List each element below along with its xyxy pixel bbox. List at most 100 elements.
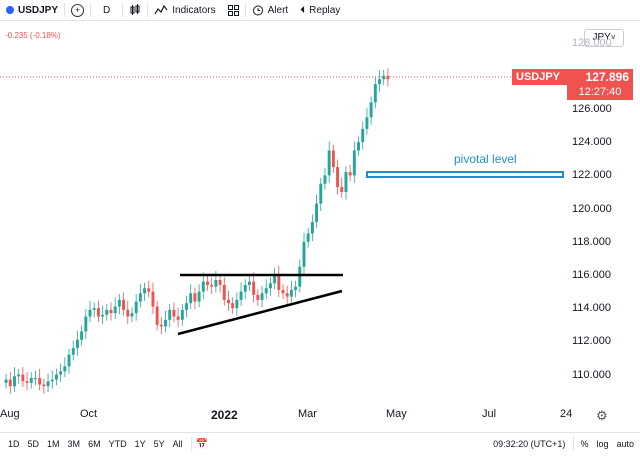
candle-body [29, 377, 33, 383]
candle-body [96, 308, 100, 317]
candle-body [80, 331, 84, 340]
auto-toggle[interactable]: auto [616, 439, 634, 449]
layout-button[interactable] [222, 0, 245, 20]
candle-body [210, 284, 214, 287]
range-selector: 1D 5D 1M 3M 6M YTD 1Y 5Y All [0, 439, 187, 449]
candle-body [206, 281, 209, 285]
candle-body [189, 293, 193, 304]
candle-body [155, 306, 159, 325]
candle-body [218, 279, 222, 285]
toolbar-divider [573, 437, 575, 451]
candle-body [344, 172, 348, 192]
candles-group [4, 68, 390, 394]
candle-body [302, 241, 306, 267]
candle-body [138, 293, 142, 302]
candle-body [130, 313, 134, 317]
rewind-icon: ⏴ [300, 4, 306, 16]
range-button-1d[interactable]: 1D [8, 439, 20, 449]
candle-body [365, 117, 369, 129]
indicators-button[interactable]: Indicators [148, 0, 221, 20]
candle-body [164, 319, 168, 327]
x-tick: Jul [482, 408, 497, 420]
alarm-clock-icon [252, 5, 263, 16]
alert-button[interactable]: Alert [246, 0, 295, 20]
log-toggle[interactable]: log [596, 439, 609, 449]
range-button-all[interactable]: All [172, 439, 183, 449]
candle-body [235, 299, 239, 309]
candle-body [67, 354, 71, 367]
price-tag-value: 127.896 [585, 70, 629, 84]
y-tick: 116.000 [572, 269, 611, 281]
candle-body [84, 316, 88, 332]
date-range-icon[interactable]: 📅 [195, 438, 209, 450]
candles-icon [130, 4, 140, 15]
candle-body [38, 377, 42, 385]
currency-label: JPY [592, 32, 611, 43]
candle-body [285, 293, 289, 297]
range-button-3m[interactable]: 3M [67, 439, 81, 449]
replay-button[interactable]: ⏴ Replay [294, 0, 346, 20]
candle-body [92, 308, 96, 310]
y-tick: 126.000 [572, 103, 612, 115]
candle-body [226, 299, 230, 304]
candle-body [13, 376, 16, 387]
candle-body [378, 79, 381, 85]
y-tick: 124.000 [572, 136, 612, 148]
x-tick: 2022 [211, 408, 238, 422]
candle-body [222, 284, 226, 300]
candle-body [277, 275, 281, 290]
symbol-selector[interactable]: USDJPY [0, 0, 64, 20]
interval-label: D [103, 4, 111, 16]
pivot-rectangle[interactable] [366, 171, 564, 178]
candle-body [113, 306, 117, 314]
candle-body [88, 309, 92, 317]
y-tick: 120.000 [572, 203, 612, 215]
candle-body [4, 379, 8, 383]
candle-body [46, 381, 50, 387]
currency-button[interactable]: JPY˅ [584, 29, 624, 47]
y-tick: 114.000 [572, 302, 611, 314]
candle-body [75, 339, 79, 349]
range-button-6m[interactable]: 6M [88, 439, 101, 449]
candle-body [33, 377, 37, 379]
clock-time[interactable]: 09:32:20 (UTC+1) [493, 439, 566, 449]
compare-button[interactable]: + [65, 0, 90, 20]
candle-body [159, 324, 163, 327]
candle-body [264, 288, 268, 294]
candle-body [273, 275, 277, 284]
candle-body [25, 381, 29, 383]
range-button-5y[interactable]: 5Y [153, 439, 165, 449]
price-tag-symbol: USDJPY [516, 71, 561, 83]
candle-body [323, 175, 327, 184]
bottom-toolbar: 1D 5D 1M 3M 6M YTD 1Y 5Y All 📅 09:32:20 (UTC+1) … [0, 432, 640, 455]
support-trendline[interactable] [177, 289, 343, 336]
range-button-1m[interactable]: 1M [47, 439, 60, 449]
candle-body [386, 75, 390, 80]
grid-layout-icon [227, 4, 239, 16]
interval-button[interactable]: D [91, 0, 122, 20]
pivot-annotation: pivotal level [454, 152, 517, 166]
gear-icon[interactable]: ⚙ [596, 408, 608, 423]
x-tick: Aug [0, 408, 20, 420]
candle-body [134, 301, 138, 314]
y-tick: 122.000 [572, 169, 612, 181]
candle-body [197, 291, 201, 302]
candle-body [71, 348, 75, 355]
bar-countdown: 12:27:40 [567, 85, 633, 100]
chart-style-button[interactable] [123, 0, 147, 20]
candle-body [122, 299, 126, 310]
candle-body [361, 128, 365, 143]
percent-toggle[interactable]: % [580, 439, 589, 449]
range-button-5d[interactable]: 5D [27, 439, 40, 449]
range-button-ytd[interactable]: YTD [108, 439, 127, 449]
toolbar-divider [90, 3, 92, 17]
toolbar-divider [190, 437, 192, 451]
candle-body [17, 374, 21, 377]
candle-body [214, 279, 218, 287]
range-button-1y[interactable]: 1Y [134, 439, 146, 449]
candle-body [21, 374, 25, 382]
toolbar-divider [64, 3, 66, 17]
y-tick: 110.000 [572, 369, 611, 381]
add-icon: + [71, 3, 85, 17]
